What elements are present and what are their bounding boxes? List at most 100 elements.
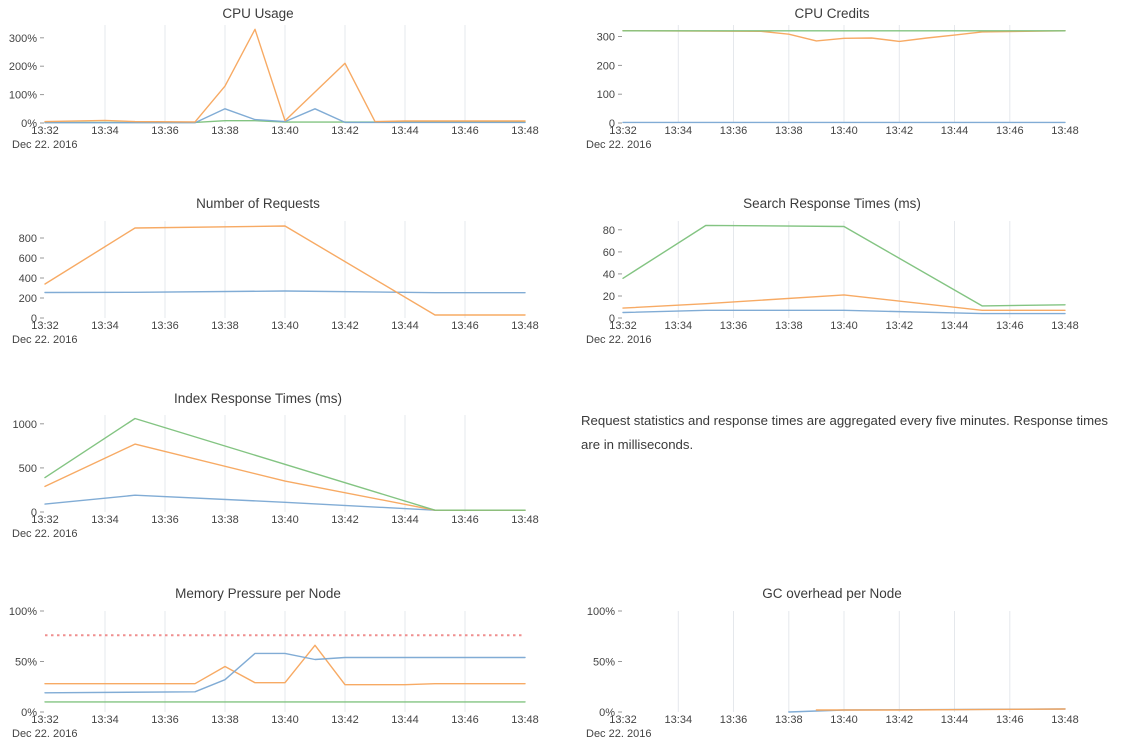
y-tick-label: 800: [19, 233, 37, 245]
x-tick-label: 13:36: [720, 714, 748, 726]
x-tick-label: 13:40: [271, 514, 299, 526]
x-tick-label: 13:46: [451, 714, 479, 726]
x-tick-label: 13:38: [211, 714, 239, 726]
x-tick-label: 13:38: [211, 320, 239, 332]
x-tick-label: 13:38: [775, 714, 803, 726]
x-tick-label: 13:36: [151, 714, 179, 726]
x-tick-label: 13:44: [941, 320, 969, 332]
x-tick-label: 13:40: [830, 320, 858, 332]
date-label: Dec 22. 2016: [586, 139, 651, 151]
x-tick-label: 13:44: [391, 125, 419, 137]
x-tick-label: 13:34: [665, 714, 693, 726]
y-tick-label: 80: [603, 225, 615, 237]
x-tick-label: 13:32: [609, 320, 637, 332]
x-tick-label: 13:46: [451, 514, 479, 526]
date-label: Dec 22. 2016: [12, 334, 77, 346]
y-tick-label: 200: [19, 293, 37, 305]
y-tick-label: 20: [603, 291, 615, 303]
x-tick-label: 13:42: [886, 320, 914, 332]
x-tick-label: 13:32: [609, 714, 637, 726]
x-tick-label: 13:34: [665, 320, 693, 332]
x-tick-label: 13:34: [665, 125, 693, 137]
x-tick-label: 13:46: [451, 125, 479, 137]
x-tick-label: 13:42: [886, 714, 914, 726]
chart-title-search-response-times: Search Response Times (ms): [743, 196, 921, 211]
x-tick-label: 13:38: [211, 514, 239, 526]
cpu-credits-plot[interactable]: 0 100 200 300 13:32 13:34 13:36 13:38 13:40 13:42…: [565, 0, 1131, 168]
y-tick-label: 0%: [21, 118, 37, 130]
x-tick-label: 13:42: [331, 125, 359, 137]
x-tick-label: 13:34: [91, 514, 119, 526]
x-tick-label: 13:32: [609, 125, 637, 137]
x-tick-label: 13:42: [331, 514, 359, 526]
chart-number-of-requests: 0 200 400 600 800 13:32 13:34 13:36 13:38 13:40 13…: [0, 190, 565, 358]
number-of-requests-plot[interactable]: 0 200 400 600 800 13:32 13:34 13:36 13:38 13:40 13…: [0, 190, 565, 358]
x-tick-label: 13:44: [391, 514, 419, 526]
series-line-orange: [622, 30, 1066, 43]
x-tick-label: 13:44: [941, 714, 969, 726]
x-tick-label: 13:48: [1051, 320, 1079, 332]
x-tick-label: 13:44: [941, 125, 969, 137]
x-tick-label: 13:34: [91, 125, 119, 137]
x-tick-label: 13:42: [331, 714, 359, 726]
x-tick-label: 13:40: [830, 714, 858, 726]
chart-cpu-credits: 0 100 200 300 13:32 13:34 13:36 13:38 13:40 13:42…: [565, 0, 1131, 168]
x-tick-label: 13:40: [271, 714, 299, 726]
x-tick-label: 13:34: [91, 320, 119, 332]
x-tick-label: 13:48: [511, 320, 539, 332]
cpu-usage-plot[interactable]: 0% 100% 200% 300% 13:32 13:34 13:36 13:38 13:40 1…: [0, 0, 565, 168]
search-response-times-plot[interactable]: 0 20 40 60 80 13:32 13:34 13:36 13:38 13:40 13:42 1…: [565, 190, 1131, 358]
x-tick-label: 13:48: [1051, 714, 1079, 726]
x-tick-label: 13:32: [31, 125, 59, 137]
series-line-orange: [44, 28, 526, 123]
x-tick-label: 13:46: [996, 125, 1024, 137]
chart-title-cpu-credits: CPU Credits: [794, 6, 870, 21]
y-tick-label: 0: [609, 313, 615, 325]
x-tick-label: 13:44: [391, 714, 419, 726]
gc-overhead-plot[interactable]: 0% 50% 100% 13:32 13:34 13:36 13:38 13:40 13:42 1…: [565, 580, 1131, 741]
series-line-green: [44, 417, 526, 511]
x-tick-label: 13:34: [91, 714, 119, 726]
y-tick-label: 1000: [13, 419, 37, 431]
x-tick-label: 13:36: [151, 514, 179, 526]
y-tick-label: 400: [19, 273, 37, 285]
x-tick-label: 13:32: [31, 320, 59, 332]
x-tick-label: 13:36: [151, 125, 179, 137]
y-tick-label: 300: [597, 32, 615, 44]
x-tick-label: 13:44: [391, 320, 419, 332]
series-line-blue: [44, 108, 526, 124]
memory-pressure-plot[interactable]: 0% 50% 100% 13:32 13:34 13:36 13:38 13:40 13:42 1…: [0, 580, 565, 741]
x-tick-label: 13:46: [451, 320, 479, 332]
date-label: Dec 22. 2016: [586, 334, 651, 346]
chart-index-response-times: 0 500 1000 13:32 13:34 13:36 13:38 13:40 13:42 13…: [0, 385, 565, 553]
x-tick-label: 13:46: [996, 320, 1024, 332]
y-tick-label: 200%: [9, 61, 37, 73]
y-tick-label: 200: [597, 60, 615, 72]
y-tick-label: 100: [597, 89, 615, 101]
date-label: Dec 22. 2016: [12, 528, 77, 540]
y-tick-label: 600: [19, 253, 37, 265]
x-tick-label: 13:38: [211, 125, 239, 137]
chart-gc-overhead: 0% 50% 100% 13:32 13:34 13:36 13:38 13:40 13:42 1…: [565, 580, 1131, 741]
y-tick-label: 300%: [9, 33, 37, 45]
series-line-orange: [622, 294, 1066, 312]
chart-memory-pressure: 0% 50% 100% 13:32 13:34 13:36 13:38 13:40 13:42 1…: [0, 580, 565, 741]
y-tick-label: 50%: [15, 657, 37, 669]
chart-title-gc-overhead: GC overhead per Node: [762, 586, 902, 601]
index-response-times-plot[interactable]: 0 500 1000 13:32 13:34 13:36 13:38 13:40 13:42 13…: [0, 385, 565, 553]
x-tick-label: 13:42: [331, 320, 359, 332]
y-tick-label: 100%: [9, 606, 37, 618]
date-label: Dec 22. 2016: [586, 728, 651, 740]
y-tick-label: 60: [603, 247, 615, 259]
x-tick-label: 13:32: [31, 514, 59, 526]
x-tick-label: 13:38: [775, 125, 803, 137]
y-tick-label: 100%: [587, 606, 615, 618]
y-tick-label: 0: [31, 313, 37, 325]
chart-title-memory-pressure: Memory Pressure per Node: [175, 586, 341, 601]
y-tick-label: 0: [31, 507, 37, 519]
x-tick-label: 13:40: [830, 125, 858, 137]
y-tick-label: 0%: [21, 707, 37, 719]
x-tick-label: 13:48: [511, 714, 539, 726]
series-line-orange: [815, 708, 1066, 711]
series-line-blue: [44, 652, 526, 694]
